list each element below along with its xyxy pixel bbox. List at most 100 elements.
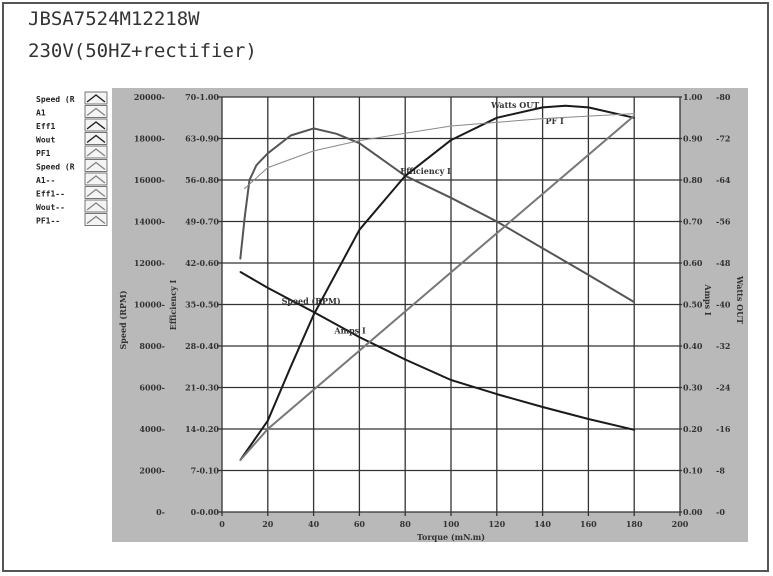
data-point (358, 336, 361, 338)
legend-swatch (84, 186, 108, 199)
x-tick-label: 180 (626, 519, 643, 529)
legend-swatch (84, 145, 108, 159)
legend-label: PF1 (36, 149, 51, 158)
watts-tick-label: -64 (716, 175, 731, 185)
data-point (267, 419, 269, 422)
efficiency-tick-label: 0-0.00 (191, 507, 220, 517)
data-point (239, 459, 242, 461)
speed-tick-label: 12000- (134, 258, 165, 268)
data-point (450, 125, 452, 127)
legend-label: Eff1-- (36, 190, 65, 199)
data-point (496, 393, 498, 395)
data-point (450, 379, 452, 381)
amps-tick-label: 0.40 (683, 341, 703, 351)
x-tick-label: 200 (672, 519, 689, 529)
supply-subtitle: 230V(50HZ+rectifier) (28, 40, 257, 62)
efficiency-tick-label: 28-0.40 (185, 341, 219, 351)
speed-tick-label: 0- (156, 507, 165, 517)
legend-swatch (84, 91, 108, 105)
x-tick-label: 60 (354, 519, 366, 529)
legend-line-icon (86, 148, 106, 157)
data-point (541, 106, 544, 109)
amps-tick-label: 0.50 (683, 300, 703, 310)
watts-tick-label: -0 (716, 507, 725, 517)
efficiency-tick-label: 35-0.50 (185, 300, 219, 310)
efficiency-tick-label: 14-0.20 (185, 424, 219, 434)
data-point (404, 175, 407, 177)
x-tick-label: 120 (488, 519, 505, 529)
speed-tick-label: 18000- (134, 134, 165, 144)
x-tick-label: 0 (219, 519, 225, 529)
legend-line-icon (86, 107, 106, 117)
x-tick-label: 140 (534, 519, 551, 529)
curve-annotation: PF I (546, 116, 564, 126)
legend-label: Speed (R (36, 95, 75, 104)
series-line-speed-rpm- (239, 271, 635, 431)
x-tick-label: 40 (308, 519, 320, 529)
data-point (358, 142, 361, 145)
data-point (312, 127, 315, 130)
legend-swatch (84, 159, 108, 172)
data-point (267, 428, 269, 430)
watts-tick-label: -56 (716, 217, 731, 227)
data-point (633, 429, 635, 431)
watts-tick-label: -32 (716, 341, 730, 351)
watts-tick-label: -40 (716, 300, 731, 310)
amps-tick-label: 0.90 (683, 134, 703, 144)
legend-swatch (84, 105, 108, 118)
legend-label: Wout-- (36, 203, 65, 212)
data-point (496, 220, 498, 223)
speed-tick-label: 6000- (139, 383, 165, 393)
efficiency-tick-label: 70-1.00 (185, 92, 219, 102)
data-point (239, 271, 242, 273)
amps-axis-label: Amps I (703, 283, 713, 316)
amps-tick-label: 0.30 (683, 383, 703, 393)
watts-tick-label: -16 (716, 424, 731, 434)
efficiency-axis-label: Efficiency I (168, 279, 178, 330)
legend-line-icon (86, 134, 106, 144)
data-point (496, 116, 498, 119)
watts-tick-label: -80 (716, 92, 731, 102)
efficiency-tick-label: 7-0.10 (191, 466, 220, 476)
legend-swatch (84, 213, 108, 226)
watts-tick-label: -72 (716, 134, 730, 144)
legend-swatch (84, 118, 108, 132)
curve-annotation: Watts OUT (490, 100, 539, 110)
legend-label: PF1-- (36, 217, 60, 226)
data-point (633, 112, 635, 115)
legend-swatch (84, 132, 108, 145)
speed-tick-label: 14000- (134, 217, 165, 227)
data-point (267, 152, 269, 155)
data-point (587, 106, 590, 109)
speed-tick-label: 2000- (139, 466, 165, 476)
speed-tick-label: 10000- (134, 300, 165, 310)
amps-tick-label: 0.10 (683, 466, 703, 476)
series-line-watts-out (239, 104, 635, 461)
data-point (633, 301, 635, 303)
watts-tick-label: -24 (716, 383, 731, 393)
amps-tick-label: 0.70 (683, 217, 703, 227)
amps-tick-label: 0.60 (683, 258, 703, 268)
legend-line-icon (86, 161, 106, 171)
data-point (239, 258, 242, 260)
legend-swatch (84, 199, 108, 213)
amps-tick-label: 0.20 (683, 424, 703, 434)
model-title: JBSA7524M12218W (28, 8, 200, 30)
legend-label: A1-- (36, 176, 55, 185)
data-point (450, 196, 452, 199)
data-point (541, 117, 544, 120)
x-tick-label: 20 (262, 519, 274, 529)
legend-swatch (84, 172, 108, 186)
curve-annotation: Speed (RPM) (282, 296, 341, 306)
x-tick-label: 100 (443, 519, 460, 529)
efficiency-tick-label: 63-0.90 (185, 134, 219, 144)
data-point (312, 150, 315, 152)
speed-tick-label: 20000- (134, 92, 165, 102)
data-point (335, 132, 338, 135)
data-point (587, 274, 590, 276)
data-point (248, 179, 251, 181)
curve-annotation: Amps I (333, 326, 366, 336)
amps-tick-label: 0.80 (683, 175, 703, 185)
data-point (255, 164, 258, 166)
